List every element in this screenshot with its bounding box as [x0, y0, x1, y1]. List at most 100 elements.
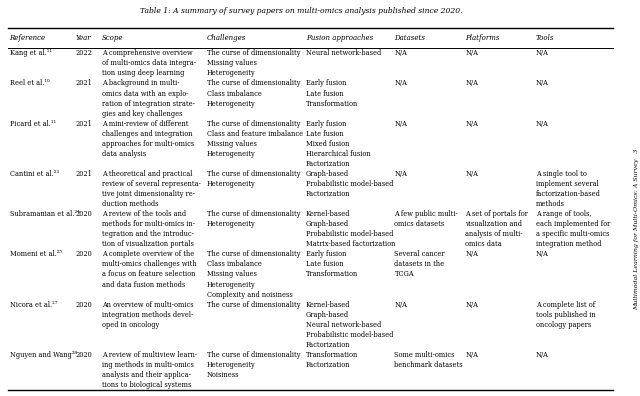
Text: tools published in: tools published in: [536, 311, 596, 319]
Text: Transformation: Transformation: [306, 270, 358, 278]
Text: The curse of dimensionality: The curse of dimensionality: [207, 170, 300, 178]
Text: ration of integration strate-: ration of integration strate-: [102, 100, 195, 108]
Text: methods: methods: [536, 200, 565, 208]
Text: Datasets: Datasets: [394, 34, 426, 42]
Text: Reel et al.¹⁰: Reel et al.¹⁰: [10, 80, 49, 88]
Text: N/A: N/A: [394, 170, 407, 178]
Text: Noisiness: Noisiness: [207, 371, 239, 379]
Text: Early fusion: Early fusion: [306, 250, 346, 258]
Text: visualization and: visualization and: [465, 220, 522, 228]
Text: Year: Year: [76, 34, 91, 42]
Text: gies and key challenges: gies and key challenges: [102, 110, 182, 118]
Text: Nicora et al.²⁷: Nicora et al.²⁷: [10, 301, 57, 308]
Text: A set of portals for: A set of portals for: [465, 210, 528, 218]
Text: Class imbalance: Class imbalance: [207, 261, 262, 268]
Text: Heterogeneity: Heterogeneity: [207, 180, 255, 188]
Text: analysis of multi-: analysis of multi-: [465, 230, 523, 238]
Text: 2020: 2020: [76, 250, 92, 258]
Text: N/A: N/A: [394, 50, 407, 57]
Text: Transformation: Transformation: [306, 351, 358, 359]
Text: Fusion approaches: Fusion approaches: [306, 34, 373, 42]
Text: Scope: Scope: [102, 34, 124, 42]
Text: oncology papers: oncology papers: [536, 321, 591, 329]
Text: Factorization: Factorization: [306, 190, 350, 198]
Text: Factorization: Factorization: [306, 341, 350, 349]
Text: ing methods in multi-omics: ing methods in multi-omics: [102, 361, 194, 369]
Text: Heterogeneity: Heterogeneity: [207, 69, 255, 78]
Text: The curse of dimensionality: The curse of dimensionality: [207, 250, 300, 258]
Text: challenges and integration: challenges and integration: [102, 130, 193, 138]
Text: review of several representa-: review of several representa-: [102, 180, 201, 188]
Text: N/A: N/A: [536, 50, 548, 57]
Text: multi-omics challenges with: multi-omics challenges with: [102, 261, 196, 268]
Text: A review of the tools and: A review of the tools and: [102, 210, 186, 218]
Text: N/A: N/A: [465, 50, 478, 57]
Text: Missing values: Missing values: [207, 59, 257, 67]
Text: Graph-based: Graph-based: [306, 220, 349, 228]
Text: Multimodal Learning for Multi-Omics: A Survey   3: Multimodal Learning for Multi-Omics: A S…: [634, 149, 639, 310]
Text: 2020: 2020: [76, 210, 92, 218]
Text: Late fusion: Late fusion: [306, 130, 343, 138]
Text: Late fusion: Late fusion: [306, 89, 343, 97]
Text: Neural network-based: Neural network-based: [306, 50, 381, 57]
Text: 2020: 2020: [76, 301, 92, 308]
Text: Class and feature imbalance: Class and feature imbalance: [207, 130, 303, 138]
Text: integration methods devel-: integration methods devel-: [102, 311, 193, 319]
Text: 2021: 2021: [76, 120, 92, 128]
Text: Heterogeneity: Heterogeneity: [207, 361, 255, 369]
Text: 2021: 2021: [76, 170, 92, 178]
Text: omics datasets: omics datasets: [394, 220, 445, 228]
Text: Tools: Tools: [536, 34, 554, 42]
Text: The curse of dimensionality: The curse of dimensionality: [207, 210, 300, 218]
Text: Neural network-based: Neural network-based: [306, 321, 381, 329]
Text: duction methods: duction methods: [102, 200, 159, 208]
Text: tegration and the introduc-: tegration and the introduc-: [102, 230, 194, 238]
Text: A comprehensive overview: A comprehensive overview: [102, 50, 193, 57]
Text: Factorization: Factorization: [306, 361, 350, 369]
Text: Missing values: Missing values: [207, 140, 257, 148]
Text: Picard et al.¹¹: Picard et al.¹¹: [10, 120, 56, 128]
Text: omics data: omics data: [465, 240, 502, 248]
Text: N/A: N/A: [465, 170, 478, 178]
Text: Kernel-based: Kernel-based: [306, 301, 350, 308]
Text: A theoretical and practical: A theoretical and practical: [102, 170, 192, 178]
Text: Factorization: Factorization: [306, 160, 350, 168]
Text: N/A: N/A: [465, 301, 478, 308]
Text: implement several: implement several: [536, 180, 598, 188]
Text: 2022: 2022: [76, 50, 92, 57]
Text: tion of visualization portals: tion of visualization portals: [102, 240, 194, 248]
Text: Challenges: Challenges: [207, 34, 246, 42]
Text: Momeni et al.²⁵: Momeni et al.²⁵: [10, 250, 61, 258]
Text: N/A: N/A: [394, 80, 407, 88]
Text: datasets in the: datasets in the: [394, 261, 445, 268]
Text: N/A: N/A: [536, 351, 548, 359]
Text: Platforms: Platforms: [465, 34, 500, 42]
Text: Probabilistic model-based: Probabilistic model-based: [306, 230, 393, 238]
Text: Matrix-based factorization: Matrix-based factorization: [306, 240, 395, 248]
Text: methods for multi-omics in-: methods for multi-omics in-: [102, 220, 195, 228]
Text: A background in multi-: A background in multi-: [102, 80, 179, 88]
Text: N/A: N/A: [465, 120, 478, 128]
Text: Class imbalance: Class imbalance: [207, 89, 262, 97]
Text: approaches for multi-omics: approaches for multi-omics: [102, 140, 194, 148]
Text: N/A: N/A: [465, 80, 478, 88]
Text: N/A: N/A: [394, 301, 407, 308]
Text: Probabilistic model-based: Probabilistic model-based: [306, 180, 393, 188]
Text: N/A: N/A: [536, 250, 548, 258]
Text: Early fusion: Early fusion: [306, 80, 346, 88]
Text: Some multi-omics: Some multi-omics: [394, 351, 455, 359]
Text: Heterogeneity: Heterogeneity: [207, 280, 255, 289]
Text: a specific multi-omics: a specific multi-omics: [536, 230, 609, 238]
Text: A complete overview of the: A complete overview of the: [102, 250, 194, 258]
Text: a focus on feature selection: a focus on feature selection: [102, 270, 195, 278]
Text: data analysis: data analysis: [102, 150, 146, 158]
Text: omics data with an explo-: omics data with an explo-: [102, 89, 188, 97]
Text: A complete list of: A complete list of: [536, 301, 595, 308]
Text: Probabilistic model-based: Probabilistic model-based: [306, 331, 393, 339]
Text: The curse of dimensionality: The curse of dimensionality: [207, 120, 300, 128]
Text: Heterogeneity: Heterogeneity: [207, 220, 255, 228]
Text: Kernel-based: Kernel-based: [306, 210, 350, 218]
Text: Early fusion: Early fusion: [306, 120, 346, 128]
Text: each implemented for: each implemented for: [536, 220, 610, 228]
Text: Table 1: A summary of survey papers on multi-omics analysis published since 2020: Table 1: A summary of survey papers on m…: [140, 7, 462, 15]
